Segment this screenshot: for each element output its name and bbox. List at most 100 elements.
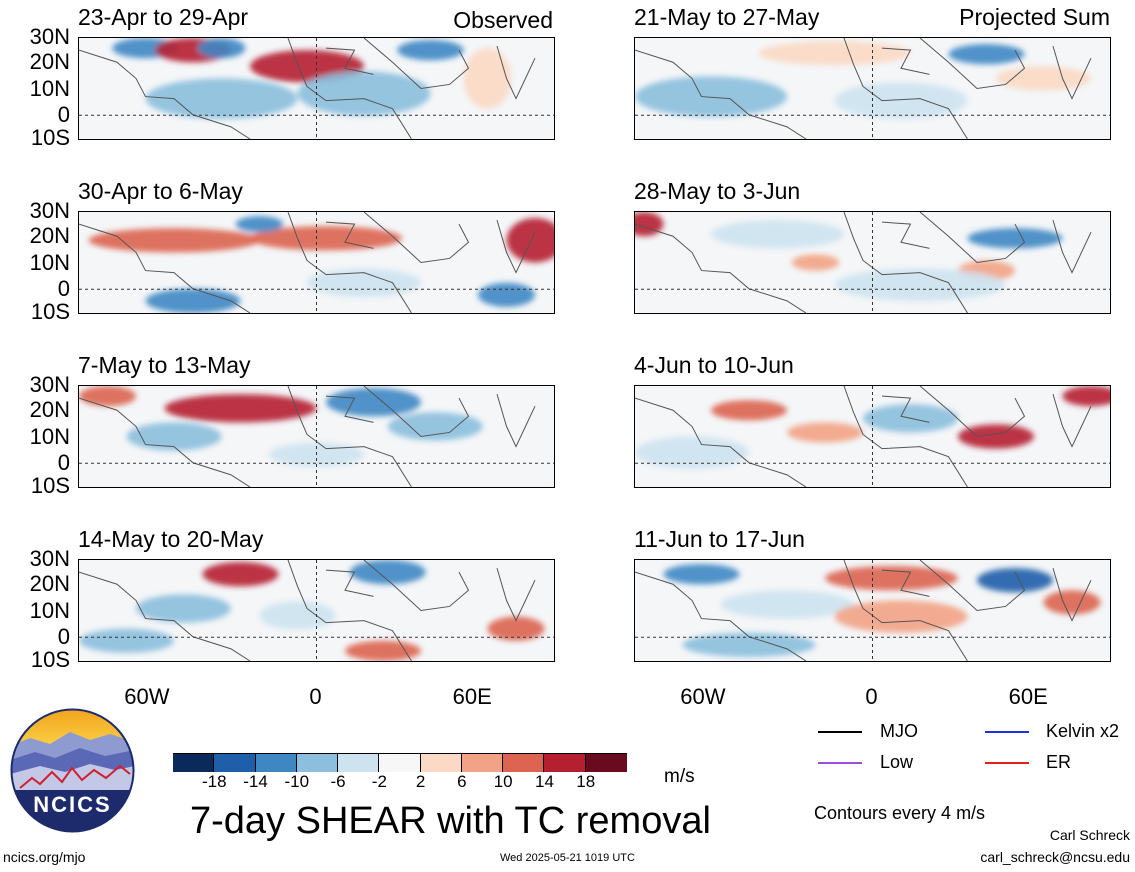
colorbar-tick-label: 10 — [493, 772, 513, 791]
coastline — [79, 397, 251, 487]
coastline — [325, 221, 374, 249]
panel-title-observed: 23-Apr to 29-Apr — [78, 4, 249, 30]
coastline — [363, 212, 470, 264]
colorbar-labels: -18 -14 -10 -6 -2 2 6 10 14 18 — [173, 773, 627, 793]
shear-anomaly-region — [79, 386, 136, 407]
shear-anomaly-region — [250, 226, 402, 251]
shear-anomaly-region — [145, 78, 298, 119]
coastline — [287, 38, 412, 139]
latitude-label: 10N — [29, 424, 70, 449]
shear-anomaly-region — [711, 220, 844, 249]
shear-anomaly-region — [996, 66, 1091, 91]
shear-anomaly-region — [977, 568, 1053, 593]
coastline — [881, 569, 930, 597]
coastline — [496, 219, 536, 274]
colorbar-swatch — [420, 754, 462, 772]
shear-anomaly-region — [307, 268, 421, 297]
colorbar-tick-label: -10 — [284, 772, 310, 791]
legend-label: ER — [1046, 752, 1072, 772]
shear-anomaly-region — [326, 388, 421, 417]
colorbar-tick-label: 18 — [576, 772, 596, 791]
latitude-label: 0 — [57, 450, 70, 475]
latitude-label: 0 — [57, 624, 70, 649]
panel-title-observed: 7-May to 13-May — [78, 352, 251, 378]
coastline — [843, 38, 968, 139]
panel-title-projected: 4-Jun to 10-Jun — [634, 352, 794, 378]
footer-author: Carl Schreck — [1049, 827, 1130, 843]
latitude-label: 10S — [30, 299, 70, 324]
footer-email: carl_schreck@ncsu.edu — [980, 849, 1130, 865]
latitude-label: 0 — [57, 276, 70, 301]
coastline — [919, 386, 1026, 438]
colorbar-swatch — [585, 754, 627, 772]
colorbar-swatch — [173, 754, 215, 772]
shear-anomaly-region — [682, 632, 816, 657]
coastline — [325, 569, 374, 597]
legend-label: Low — [880, 752, 914, 772]
shear-anomaly-region — [145, 288, 241, 313]
shear-anomaly-region — [948, 44, 1025, 65]
coastline — [635, 397, 807, 487]
coastline — [1052, 393, 1092, 448]
shear-map-panel — [78, 37, 555, 140]
shear-anomaly-region — [720, 590, 854, 619]
colorbar — [173, 753, 627, 772]
shear-map-panel — [634, 37, 1111, 140]
panel-title-observed: 30-Apr to 6-May — [78, 178, 243, 204]
shear-anomaly-region — [136, 594, 231, 623]
legend-line-kelvin-x2 — [985, 731, 1029, 733]
shear-map-panel — [78, 385, 555, 488]
colorbar-tick-label: 2 — [415, 772, 426, 791]
panel-title-observed: 14-May to 20-May — [78, 526, 264, 552]
logo-text: NCICS — [33, 792, 112, 817]
coastline — [635, 571, 807, 661]
shear-anomaly-region — [1043, 590, 1101, 615]
latitude-label: 20N — [29, 397, 70, 422]
latitude-label: 30N — [29, 24, 70, 49]
shear-map-panel — [78, 211, 555, 314]
longitude-label: 60W — [124, 684, 170, 709]
shear-anomaly-region — [791, 254, 840, 271]
coastline — [325, 47, 374, 75]
latitude-label: 10S — [30, 125, 70, 150]
shear-map-panel — [634, 559, 1111, 662]
coastline — [287, 560, 412, 661]
shear-anomaly-region — [825, 566, 958, 591]
shear-anomaly-region — [967, 228, 1063, 249]
colorbar-swatch — [338, 754, 380, 772]
coastline — [79, 223, 251, 313]
shear-map-panel — [634, 385, 1111, 488]
coastline — [363, 560, 470, 612]
shear-anomaly-region — [164, 394, 317, 423]
coastline — [635, 223, 807, 313]
contour-note: Contours every 4 m/s — [814, 803, 986, 823]
shear-anomaly-region — [202, 562, 279, 587]
coastline — [635, 49, 807, 139]
longitude-label: 0 — [865, 684, 878, 709]
latitude-label: 30N — [29, 546, 70, 571]
shear-anomaly-region — [834, 600, 968, 633]
coastline — [1052, 219, 1092, 274]
coastline — [843, 212, 968, 313]
shear-anomaly-region — [397, 40, 464, 61]
latitude-label: 20N — [29, 49, 70, 74]
footer-timestamp: Wed 2025-05-21 1019 UTC — [500, 852, 635, 864]
coastline — [843, 386, 968, 487]
observed-tag: Observed — [453, 7, 553, 33]
colorbar-swatch — [255, 754, 297, 772]
latitude-label: 30N — [29, 372, 70, 397]
coastline — [79, 571, 251, 661]
colorbar-unit: m/s — [664, 766, 695, 787]
footer-url: ncics.org/mjo — [3, 849, 86, 865]
shear-anomaly-region — [487, 616, 545, 641]
latitude-label: 10S — [30, 647, 70, 672]
legend-line-mjo — [818, 731, 862, 733]
coastline — [496, 45, 536, 100]
legend-line-low — [818, 762, 862, 764]
colorbar-swatch — [461, 754, 504, 772]
shear-anomaly-region — [787, 422, 863, 443]
colorbar-swatch — [544, 754, 586, 772]
coastline — [496, 393, 536, 448]
coastline — [919, 212, 1026, 264]
legend-label: Kelvin x2 — [1046, 721, 1120, 741]
